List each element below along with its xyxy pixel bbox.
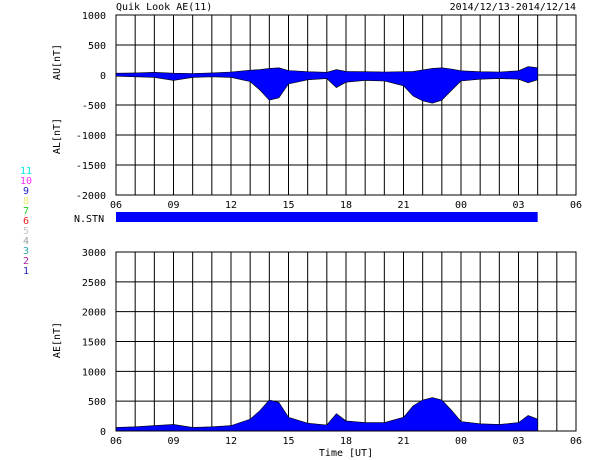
x-tick-label: 15 bbox=[282, 436, 294, 447]
station-number: 3 bbox=[23, 246, 29, 257]
au-axis-label: AU[nT] bbox=[52, 44, 63, 80]
y-tick-label: -500 bbox=[82, 101, 106, 112]
y-tick-label: 500 bbox=[88, 397, 106, 408]
ae-axis-label: AE[nT] bbox=[52, 322, 63, 358]
x-tick-label: 06 bbox=[110, 436, 122, 447]
station-number: 11 bbox=[20, 166, 32, 177]
chart-title: Quik Look AE(11) bbox=[116, 2, 212, 13]
y-tick-label: 1000 bbox=[82, 11, 106, 22]
y-tick-label: 2000 bbox=[82, 308, 106, 319]
x-tick-label: 12 bbox=[225, 200, 237, 211]
station-number: 1 bbox=[23, 266, 29, 277]
y-tick-label: 500 bbox=[88, 41, 106, 52]
y-tick-label: -1500 bbox=[76, 161, 106, 172]
x-tick-label: 03 bbox=[512, 436, 524, 447]
ae-series-fill bbox=[115, 397, 538, 432]
x-tick-label: 18 bbox=[340, 200, 352, 211]
x-tick-label: 00 bbox=[455, 436, 467, 447]
station-number: 9 bbox=[23, 186, 29, 197]
y-tick-label: 0 bbox=[100, 71, 106, 82]
x-tick-label: 06 bbox=[110, 200, 122, 211]
x-tick-label: 06 bbox=[570, 436, 582, 447]
x-tick-label: 09 bbox=[167, 200, 179, 211]
x-tick-label: 15 bbox=[282, 200, 294, 211]
station-number: 10 bbox=[20, 176, 32, 187]
x-tick-label: 21 bbox=[397, 436, 409, 447]
x-tick-label: 09 bbox=[167, 436, 179, 447]
station-number: 2 bbox=[23, 256, 29, 267]
y-tick-label: 1000 bbox=[82, 367, 106, 378]
station-number: 4 bbox=[23, 236, 29, 247]
au-al-series-fill bbox=[115, 66, 538, 104]
plot-frame bbox=[115, 251, 577, 432]
plot-frame bbox=[115, 14, 577, 196]
x-tick-label: 03 bbox=[512, 200, 524, 211]
y-tick-label: 2500 bbox=[82, 278, 106, 289]
station-count-label: N.STN bbox=[74, 214, 104, 225]
al-axis-label: AL[nT] bbox=[52, 118, 63, 154]
y-tick-label: -1000 bbox=[76, 131, 106, 142]
date-range: 2014/12/13-2014/12/14 bbox=[450, 2, 576, 13]
station-number: 6 bbox=[23, 216, 29, 227]
x-tick-label: 00 bbox=[455, 200, 467, 211]
ae-panel: 3000 2500 2000 1500 1000 500 0 06 09 12 15 18 21 00 03… bbox=[82, 248, 582, 447]
x-tick-label: 18 bbox=[340, 436, 352, 447]
y-tick-label: 0 bbox=[100, 427, 106, 438]
y-tick-label: -2000 bbox=[76, 191, 106, 202]
y-tick-label: 1500 bbox=[82, 338, 106, 349]
x-axis-title: Time [UT] bbox=[319, 448, 373, 459]
station-number: 8 bbox=[23, 196, 29, 207]
y-tick-label: 3000 bbox=[82, 248, 106, 259]
x-tick-label: 12 bbox=[225, 436, 237, 447]
x-tick-label: 21 bbox=[397, 200, 409, 211]
station-coverage-bar bbox=[116, 212, 538, 222]
au-al-panel: 1000 500 0 -500 -1000 -1500 -2000 06 09 12 15 18 21 0… bbox=[76, 11, 582, 211]
x-tick-label: 06 bbox=[570, 200, 582, 211]
station-number: 7 bbox=[23, 206, 29, 217]
station-number: 5 bbox=[23, 226, 29, 237]
